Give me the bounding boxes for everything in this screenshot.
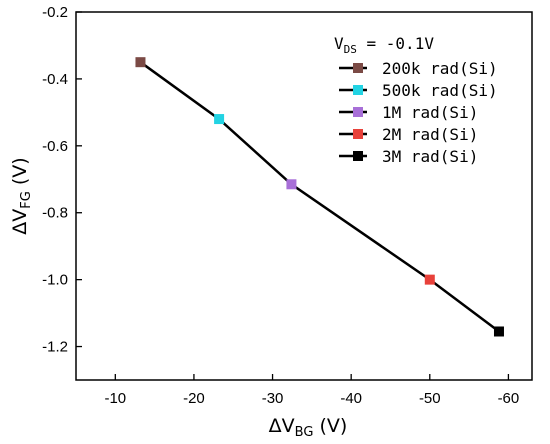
y-axis-title-unit: (V)	[9, 157, 31, 191]
y-tick-label: -0.2	[42, 4, 68, 21]
x-tick-label: -50	[419, 390, 441, 407]
y-tick-label: -0.8	[42, 205, 68, 222]
legend-label: 500k rad(Si)	[382, 81, 498, 100]
legend-label: 1M rad(Si)	[382, 103, 478, 122]
data-point-marker	[135, 57, 146, 68]
x-axis-title-sub: BG	[295, 425, 314, 440]
data-point-marker	[424, 274, 435, 285]
y-tick-label: -1.2	[42, 339, 68, 356]
x-tick-label: -60	[498, 390, 520, 407]
data-point-marker	[286, 179, 297, 190]
x-tick-label: -20	[183, 390, 205, 407]
data-point-marker	[493, 326, 504, 337]
x-tick-label: -40	[340, 390, 362, 407]
x-axis-title-unit: (V)	[313, 415, 347, 437]
legend-title-main: V	[334, 34, 344, 53]
legend-label: 200k rad(Si)	[382, 59, 498, 78]
data-point-marker	[214, 114, 225, 125]
x-axis-title-main: ΔV	[269, 415, 295, 437]
legend-marker	[353, 107, 363, 117]
legend-marker	[353, 151, 363, 161]
legend-title: VDS = -0.1V	[334, 34, 434, 56]
legend-items: 200k rad(Si) 500k rad(Si) 1M rad(Si) 2M rad…	[339, 59, 498, 166]
y-tick-label: -0.4	[42, 71, 68, 88]
legend-marker	[353, 129, 363, 139]
y-axis-title-sub: FG	[19, 191, 34, 209]
y-tick-label: -0.6	[42, 138, 68, 155]
plot-frame	[75, 11, 533, 381]
markers-layer	[135, 57, 504, 337]
legend-marker	[353, 63, 363, 73]
y-axis-title: ΔVFG (V)	[9, 157, 34, 234]
x-tick-label: -10	[104, 390, 126, 407]
legend: VDS = -0.1V 200k rad(Si) 500k rad(Si) 1M r…	[334, 34, 498, 166]
x-tick-label: -30	[262, 390, 284, 407]
legend-label: 3M rad(Si)	[382, 147, 478, 166]
x-axis-title: ΔVBG (V)	[269, 415, 348, 440]
legend-title-sub: DS	[344, 43, 357, 56]
legend-label: 2M rad(Si)	[382, 125, 478, 144]
legend-title-rest: = -0.1V	[357, 34, 434, 53]
y-axis-title-main: ΔV	[9, 209, 31, 235]
y-tick-label: -1.0	[42, 272, 68, 289]
grid-layer: -10 -20 -30 -40 -50 -60 -0.2 -0.4 -0.6 -0.8 -1.0 -1…	[42, 4, 519, 407]
legend-marker	[353, 85, 363, 95]
